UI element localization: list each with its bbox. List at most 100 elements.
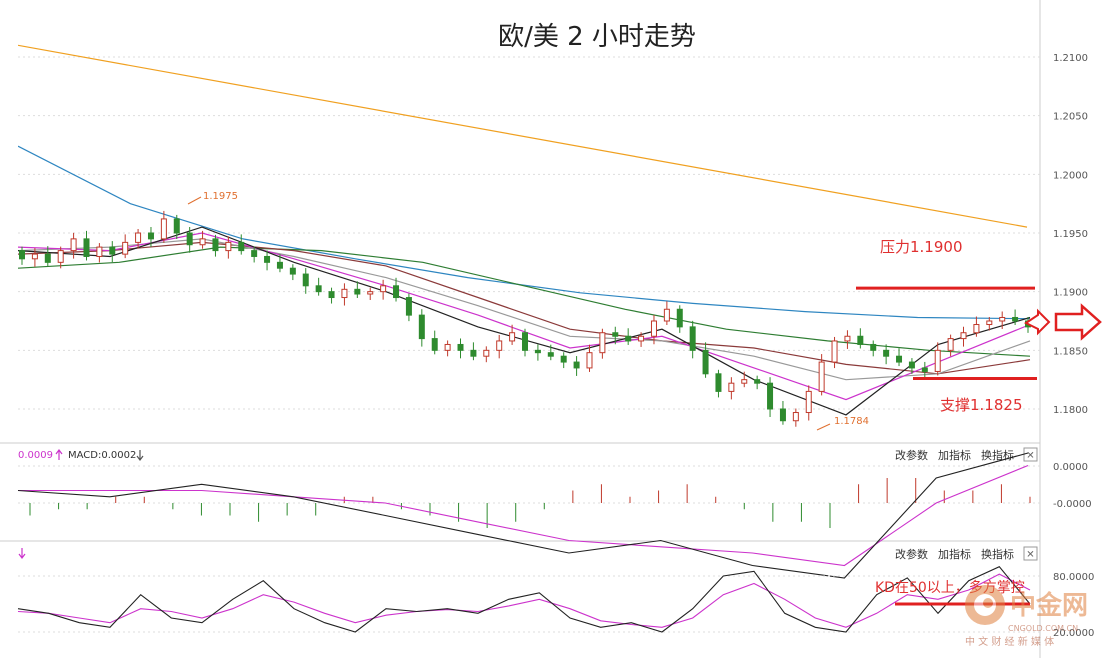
candle-body bbox=[625, 335, 632, 342]
candle-body bbox=[341, 288, 348, 299]
kd-annotation: KD在50以上，多方掌控 bbox=[875, 579, 1025, 596]
candle-body bbox=[754, 379, 761, 384]
candle-body bbox=[715, 373, 722, 392]
macd-tick-label: -0.0000 bbox=[1053, 499, 1092, 510]
candle-body bbox=[354, 288, 361, 295]
support-label: 支撑1.1825 bbox=[940, 396, 1023, 414]
kd-modify-params-button[interactable]: 改参数 bbox=[895, 547, 928, 561]
kd-tick-label: 80.0000 bbox=[1053, 572, 1094, 583]
candle-body bbox=[676, 308, 683, 328]
candle-body bbox=[457, 343, 464, 351]
kd-k-line bbox=[17, 566, 1031, 633]
modify-params-button[interactable]: 改参数 bbox=[895, 448, 928, 462]
candle-body bbox=[663, 308, 670, 322]
candle-body bbox=[702, 349, 709, 375]
kd-chart bbox=[17, 566, 1040, 633]
candle-body bbox=[844, 335, 851, 342]
candle-body bbox=[741, 379, 748, 384]
price-tick-label: 1.2000 bbox=[1053, 170, 1088, 181]
candle-body bbox=[509, 332, 516, 342]
high-marker: 1.1975 bbox=[187, 191, 238, 205]
candle-body bbox=[921, 367, 928, 372]
watermark-logo-dot bbox=[983, 598, 993, 608]
candle-body bbox=[238, 241, 245, 252]
big-arrow-right-icon bbox=[1054, 303, 1102, 341]
macd-dea-line bbox=[18, 464, 1029, 567]
candle-body bbox=[251, 250, 258, 257]
candle-body bbox=[650, 320, 657, 337]
candle-body bbox=[638, 335, 645, 342]
kd-close-icon: ✕ bbox=[1026, 550, 1034, 561]
chart-title: 欧/美 2 小时走势 bbox=[498, 22, 696, 52]
price-tick-label: 1.2100 bbox=[1053, 53, 1088, 64]
kd-panel-controls: 改参数 加指标 换指标 ✕ bbox=[895, 546, 1038, 561]
candle-body bbox=[393, 285, 400, 299]
candle-body bbox=[418, 314, 425, 340]
candle-body bbox=[560, 355, 567, 363]
candle-body bbox=[483, 349, 490, 357]
arrow-right-icon bbox=[1024, 308, 1051, 336]
low-marker-pointer bbox=[816, 423, 831, 431]
macd-chart bbox=[17, 452, 1040, 579]
price-tick-label: 1.1950 bbox=[1053, 229, 1088, 240]
watermark: 中金网 CNGOLD.COM.CN 中 文 财 经 新 媒 体 bbox=[965, 585, 1088, 648]
grid-lines bbox=[18, 56, 1040, 410]
arrow-down-icon bbox=[136, 450, 144, 461]
candle-body bbox=[173, 218, 180, 234]
kd-add-indicator-button[interactable]: 加指标 bbox=[938, 547, 971, 561]
candle-body bbox=[870, 343, 877, 351]
candle-body bbox=[225, 241, 232, 252]
candle-body bbox=[83, 238, 90, 257]
candle-body bbox=[805, 390, 812, 414]
candle-body bbox=[367, 291, 374, 295]
candle-body bbox=[96, 246, 103, 257]
kd-switch-indicator-button[interactable]: 换指标 bbox=[981, 547, 1014, 561]
watermark-brand: 中金网 bbox=[1010, 590, 1088, 621]
candle-body bbox=[999, 316, 1006, 322]
candle-body bbox=[986, 320, 993, 326]
candle-body bbox=[470, 349, 477, 357]
high-marker-pointer bbox=[187, 196, 202, 205]
candle-body bbox=[831, 340, 838, 363]
candle-body bbox=[947, 338, 954, 351]
add-indicator-button[interactable]: 加指标 bbox=[938, 448, 971, 462]
candle-body bbox=[767, 382, 774, 410]
candle-body bbox=[160, 218, 167, 240]
candle-body bbox=[264, 255, 271, 263]
candle-body bbox=[1012, 316, 1019, 322]
candle-body bbox=[534, 349, 541, 354]
watermark-domain: CNGOLD.COM.CN bbox=[1008, 624, 1078, 633]
candle-body bbox=[109, 246, 116, 255]
candle-body bbox=[147, 232, 154, 240]
switch-indicator-button[interactable]: 换指标 bbox=[981, 448, 1014, 462]
candle-body bbox=[973, 324, 980, 334]
candle-body bbox=[135, 232, 142, 243]
price-tick-label: 1.1900 bbox=[1053, 288, 1088, 299]
candle-body bbox=[70, 238, 77, 252]
kd-d-line bbox=[17, 573, 1031, 628]
close-icon: ✕ bbox=[1026, 451, 1034, 462]
candle-body bbox=[522, 332, 528, 351]
candle-body bbox=[122, 241, 129, 255]
macd-legend-value: 0.0009 bbox=[18, 450, 53, 461]
candle-body bbox=[444, 343, 451, 351]
candle-body bbox=[818, 361, 825, 392]
price-tick-label: 1.1850 bbox=[1053, 346, 1088, 357]
candlesticks bbox=[19, 210, 1031, 427]
candle-body bbox=[328, 291, 335, 299]
macd-legend-label: MACD:0.0002 bbox=[68, 450, 136, 461]
watermark-tagline: 中 文 财 经 新 媒 体 bbox=[965, 635, 1054, 648]
candle-body bbox=[599, 332, 606, 354]
candle-body bbox=[612, 332, 619, 337]
candle-body bbox=[302, 273, 309, 287]
y-tick-labels: 1.2100 1.2050 1.2000 1.1950 1.1900 1.1850 1.18… bbox=[1053, 53, 1094, 639]
price-tick-label: 1.1800 bbox=[1053, 405, 1088, 416]
price-tick-label: 1.2050 bbox=[1053, 112, 1088, 123]
kd-close-button[interactable] bbox=[1023, 546, 1038, 561]
candle-body bbox=[573, 361, 580, 369]
candle-body bbox=[186, 232, 193, 246]
candle-body bbox=[315, 285, 322, 293]
candle-body bbox=[857, 335, 864, 345]
candle-body bbox=[431, 338, 438, 351]
